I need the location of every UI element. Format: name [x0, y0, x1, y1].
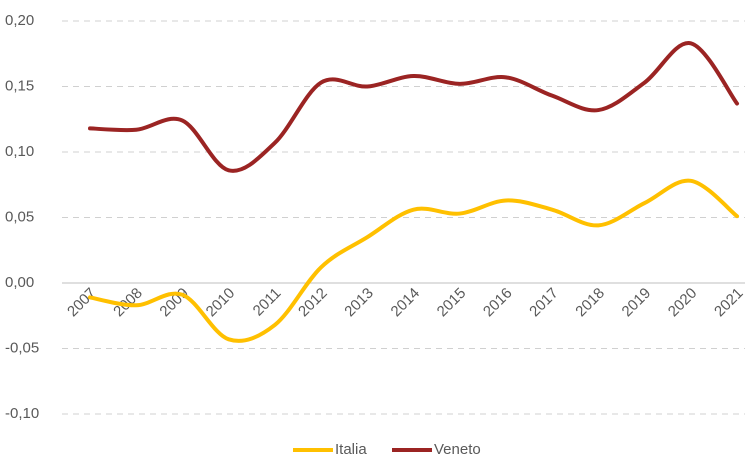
x-tick-label: 2017 — [526, 285, 562, 321]
x-tick-label: 2010 — [203, 285, 239, 321]
x-tick-label: 2019 — [619, 285, 655, 321]
y-tick-label: 0,05 — [5, 208, 34, 225]
x-tick-label: 2012 — [295, 285, 331, 321]
line — [88, 178, 739, 343]
y-tick-label: -0,10 — [5, 405, 39, 422]
line — [88, 41, 739, 173]
legend-label: Italia — [335, 441, 367, 457]
x-tick-label: 2015 — [434, 285, 470, 321]
x-tick-label: 2016 — [480, 285, 516, 321]
x-tick-label: 2009 — [156, 285, 192, 321]
x-tick-label: 2007 — [64, 285, 100, 321]
legend-label: Veneto — [434, 441, 481, 457]
y-tick-label: 0,20 — [5, 12, 34, 29]
y-tick-label: 0,15 — [5, 77, 34, 94]
y-tick-label: 0,00 — [5, 274, 34, 291]
x-tick-label: 2018 — [572, 285, 608, 321]
x-tick-label: 2020 — [665, 285, 701, 321]
x-tick-label: 2021 — [711, 285, 747, 321]
y-tick-label: 0,10 — [5, 143, 34, 160]
x-tick-label: 2011 — [250, 285, 285, 320]
x-tick-label: 2013 — [341, 285, 377, 321]
x-tick-label: 2014 — [388, 285, 424, 321]
y-tick-label: -0,05 — [5, 339, 39, 356]
